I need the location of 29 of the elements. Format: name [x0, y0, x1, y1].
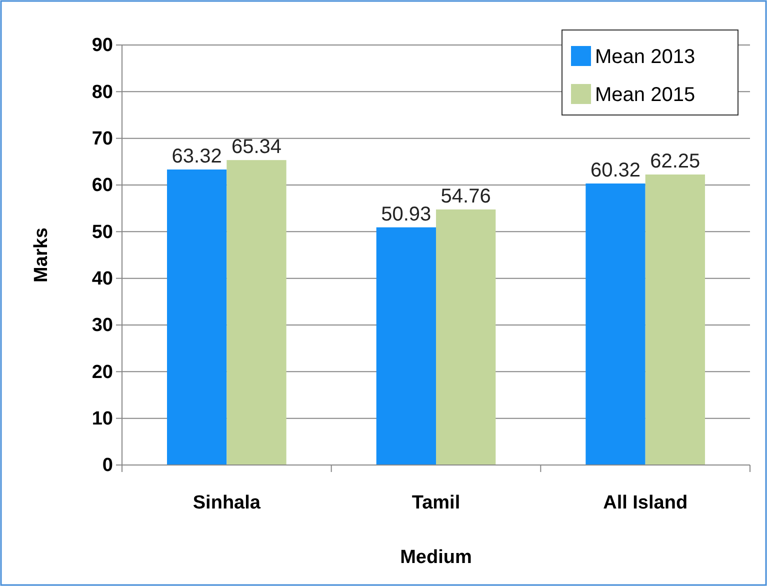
x-tick-label: All Island [603, 492, 688, 514]
data-label: 65.34 [231, 136, 282, 158]
bar [376, 227, 436, 465]
bar [436, 209, 496, 465]
y-axis-title: Marks [31, 228, 52, 282]
bar [586, 184, 646, 465]
x-axis-title: Medium [400, 547, 472, 568]
y-tick-label: 50 [92, 222, 113, 243]
data-label: 50.93 [381, 203, 432, 226]
data-label: 54.76 [440, 185, 491, 208]
y-tick-label: 80 [92, 82, 113, 103]
legend-label: Mean 2013 [595, 46, 696, 68]
x-tick-label: Sinhala [192, 492, 261, 514]
y-tick-label: 90 [92, 35, 113, 56]
y-tick-label: 60 [92, 175, 113, 196]
data-label: 63.32 [172, 146, 222, 168]
y-tick-label: 20 [92, 362, 113, 383]
data-label: 62.25 [650, 150, 700, 172]
bar [645, 174, 705, 465]
legend-label: Mean 2015 [595, 84, 696, 106]
y-tick-label: 0 [102, 455, 113, 476]
y-tick-label: 70 [92, 128, 113, 150]
y-tick-label: 40 [92, 268, 113, 290]
y-tick-label: 10 [92, 408, 113, 430]
bar [167, 170, 227, 465]
data-label: 60.32 [590, 160, 641, 182]
y-tick-label: 30 [92, 315, 113, 336]
x-tick-label: Tamil [412, 492, 460, 514]
bar [226, 160, 286, 465]
